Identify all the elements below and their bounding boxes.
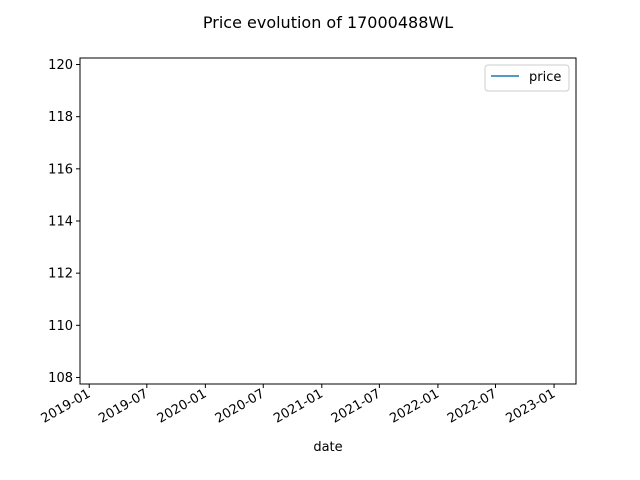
y-tick-label: 108 <box>48 371 73 386</box>
x-axis-label: date <box>313 440 342 455</box>
y-tick-label: 118 <box>48 110 73 125</box>
legend-label-price: price <box>529 70 561 85</box>
axes-frame <box>79 57 577 385</box>
plot-area <box>79 57 577 385</box>
y-tick-label: 112 <box>48 267 73 282</box>
y-tick-label: 114 <box>48 215 73 230</box>
legend: price <box>484 64 570 92</box>
y-axis: 108 110 112 114 116 118 120 <box>48 58 80 386</box>
chart-title: Price evolution of 17000488WL <box>203 13 453 32</box>
y-tick-label: 110 <box>48 319 73 334</box>
y-tick-label: 116 <box>48 162 73 177</box>
y-tick-label: 120 <box>48 58 73 73</box>
legend-box <box>484 64 570 92</box>
